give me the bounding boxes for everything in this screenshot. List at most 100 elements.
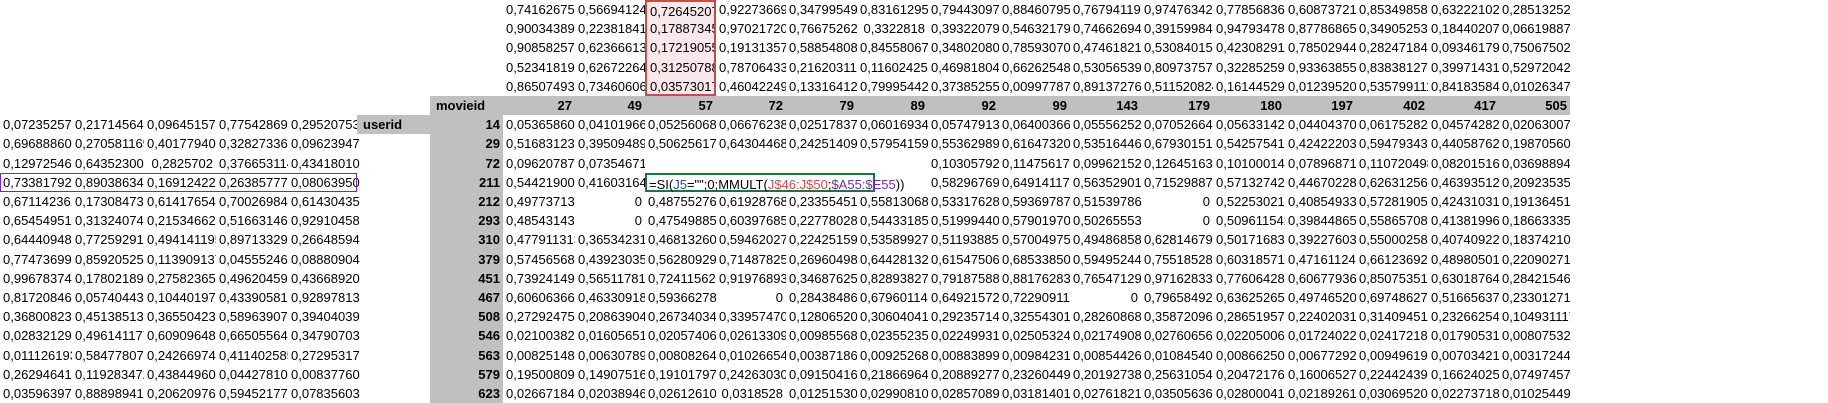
- cell[interactable]: 0,008075322: [1502, 328, 1570, 344]
- cell[interactable]: 0,20472176: [1216, 366, 1285, 382]
- cell[interactable]: 0: [634, 213, 642, 229]
- cell[interactable]: 0,626312564: [1359, 174, 1428, 190]
- cell[interactable]: 0,49620459: [219, 270, 288, 286]
- cell[interactable]: 0,791875886: [931, 270, 999, 286]
- cell[interactable]: 0,017905318: [1431, 328, 1499, 344]
- cell[interactable]: 0,42422203: [1288, 136, 1356, 152]
- userid-cell[interactable]: 467: [430, 288, 503, 308]
- cell[interactable]: 0,608737219: [1288, 2, 1356, 17]
- cell[interactable]: 0,39844865: [1288, 213, 1356, 229]
- cell[interactable]: 0,026133097: [719, 328, 786, 344]
- cell[interactable]: 0,0318528: [721, 386, 783, 401]
- cell[interactable]: 0,497465208: [1288, 290, 1356, 305]
- cell[interactable]: 0,006307898: [578, 347, 645, 363]
- cell[interactable]: 0,772592915: [75, 232, 144, 248]
- cell[interactable]: 0,506256173: [648, 136, 716, 152]
- cell[interactable]: 0,224424395: [1359, 366, 1428, 382]
- cell[interactable]: 0,828938277: [860, 270, 928, 286]
- cell[interactable]: 0,929104587: [291, 213, 360, 229]
- cell[interactable]: 0,654549512: [3, 213, 72, 229]
- cell[interactable]: 0,755185282: [1144, 251, 1213, 267]
- movieid-cell[interactable]: 143: [1070, 96, 1141, 116]
- cell[interactable]: 0,89038634: [75, 174, 144, 190]
- cell[interactable]: 0,919768937: [719, 270, 786, 286]
- cell[interactable]: 0,679301519: [1144, 136, 1213, 152]
- cell[interactable]: 0,39971431: [1431, 59, 1499, 75]
- cell[interactable]: 0,947934784: [1216, 21, 1285, 37]
- cell[interactable]: 0,010263473: [1502, 78, 1570, 94]
- cell[interactable]: 0,020574063: [648, 328, 716, 344]
- cell[interactable]: 0,028000414: [1216, 386, 1285, 401]
- cell[interactable]: 0,775428694: [219, 117, 288, 133]
- cell[interactable]: 0,216203111: [789, 59, 857, 75]
- cell[interactable]: 0,594620276: [719, 232, 786, 248]
- userid-cell[interactable]: 211: [430, 172, 503, 192]
- cell[interactable]: 0,036988948: [1502, 155, 1570, 171]
- cell[interactable]: 0,2825702: [151, 155, 213, 171]
- cell[interactable]: 0,021749088: [1073, 328, 1141, 344]
- cell[interactable]: 0,007034213: [1431, 347, 1499, 363]
- cell[interactable]: 0,928978137: [291, 290, 360, 305]
- userid-cell[interactable]: 310: [430, 230, 503, 250]
- cell[interactable]: 0,232662546: [1431, 309, 1499, 325]
- cell[interactable]: [786, 153, 857, 173]
- cell[interactable]: 0,242630306: [719, 366, 786, 382]
- cell[interactable]: 0,346876252: [789, 270, 857, 286]
- cell[interactable]: 0,434180101: [291, 155, 360, 171]
- cell[interactable]: 0,010266547: [719, 347, 786, 363]
- cell[interactable]: 0,550002584: [1359, 232, 1428, 248]
- userid-cell[interactable]: 451: [430, 268, 503, 288]
- cell[interactable]: 0,126451635: [1144, 155, 1213, 171]
- cell[interactable]: 0,544219006: [506, 174, 575, 190]
- cell[interactable]: 0,542575418: [1216, 136, 1285, 152]
- cell[interactable]: 0: [634, 194, 642, 209]
- cell[interactable]: 0,619287684: [719, 194, 786, 209]
- cell[interactable]: 0,571327421: [1216, 174, 1285, 190]
- cell[interactable]: 0,785029445: [1288, 40, 1356, 56]
- cell[interactable]: 0,021003829: [506, 328, 575, 344]
- cell[interactable]: 0,516831232: [506, 136, 575, 152]
- cell[interactable]: 0,113909137: [147, 251, 216, 267]
- cell[interactable]: 0,579541591: [860, 136, 928, 152]
- cell[interactable]: 0: [1202, 213, 1210, 229]
- cell[interactable]: 0,615475066: [931, 251, 999, 267]
- cell[interactable]: 0,195008097: [506, 366, 575, 382]
- cell[interactable]: 0,433905812: [219, 290, 288, 305]
- cell[interactable]: 0,628146793: [1144, 232, 1213, 248]
- cell[interactable]: 0,475498853: [648, 213, 716, 229]
- cell[interactable]: 0,035730178: [645, 76, 716, 96]
- cell[interactable]: 0,614176541: [147, 194, 216, 209]
- cell[interactable]: 0,061752824: [1359, 117, 1428, 133]
- cell[interactable]: 0,184402072: [1431, 21, 1499, 37]
- cell[interactable]: 0,008251482: [506, 347, 575, 363]
- cell[interactable]: 0,035056368: [1144, 386, 1213, 401]
- cell[interactable]: 0,463309185: [578, 290, 645, 305]
- cell[interactable]: 0,408549335: [1288, 194, 1356, 209]
- cell[interactable]: 0,103057925: [931, 155, 999, 171]
- cell[interactable]: 0,722909111: [1002, 290, 1070, 305]
- cell[interactable]: 0,078968717: [1288, 155, 1356, 171]
- cell[interactable]: 0,471611242: [1288, 251, 1356, 267]
- cell[interactable]: 0,267340349: [648, 309, 716, 325]
- cell[interactable]: 0,349052539: [1359, 21, 1428, 37]
- cell[interactable]: 0,446702283: [1288, 174, 1356, 190]
- movieid-cell[interactable]: 417: [1428, 96, 1499, 116]
- cell[interactable]: 0,056331429: [1216, 117, 1285, 133]
- cell[interactable]: 0,218669646: [860, 366, 928, 382]
- cell[interactable]: 0,025178372: [789, 117, 857, 133]
- movieid-cell[interactable]: 179: [1141, 96, 1213, 116]
- cell[interactable]: 0,149075168: [578, 366, 645, 382]
- cell[interactable]: 0,60606366: [506, 290, 575, 305]
- movieid-cell[interactable]: 99: [999, 96, 1070, 116]
- cell[interactable]: 0,242669748: [147, 347, 216, 363]
- cell[interactable]: 0,71487825: [719, 251, 786, 267]
- cell[interactable]: 0,582967693: [931, 174, 999, 190]
- cell[interactable]: 0,593662787: [648, 290, 716, 305]
- cell[interactable]: 0,69748627: [1359, 290, 1428, 305]
- cell[interactable]: 0,563529013: [1073, 174, 1141, 190]
- cell[interactable]: 0,022499313: [931, 328, 999, 344]
- cell[interactable]: 0,06676238: [719, 117, 786, 133]
- cell[interactable]: 0,395094892: [578, 136, 645, 152]
- cell[interactable]: 0,025053242: [1002, 328, 1070, 344]
- cell[interactable]: 0,661236928: [1359, 251, 1428, 267]
